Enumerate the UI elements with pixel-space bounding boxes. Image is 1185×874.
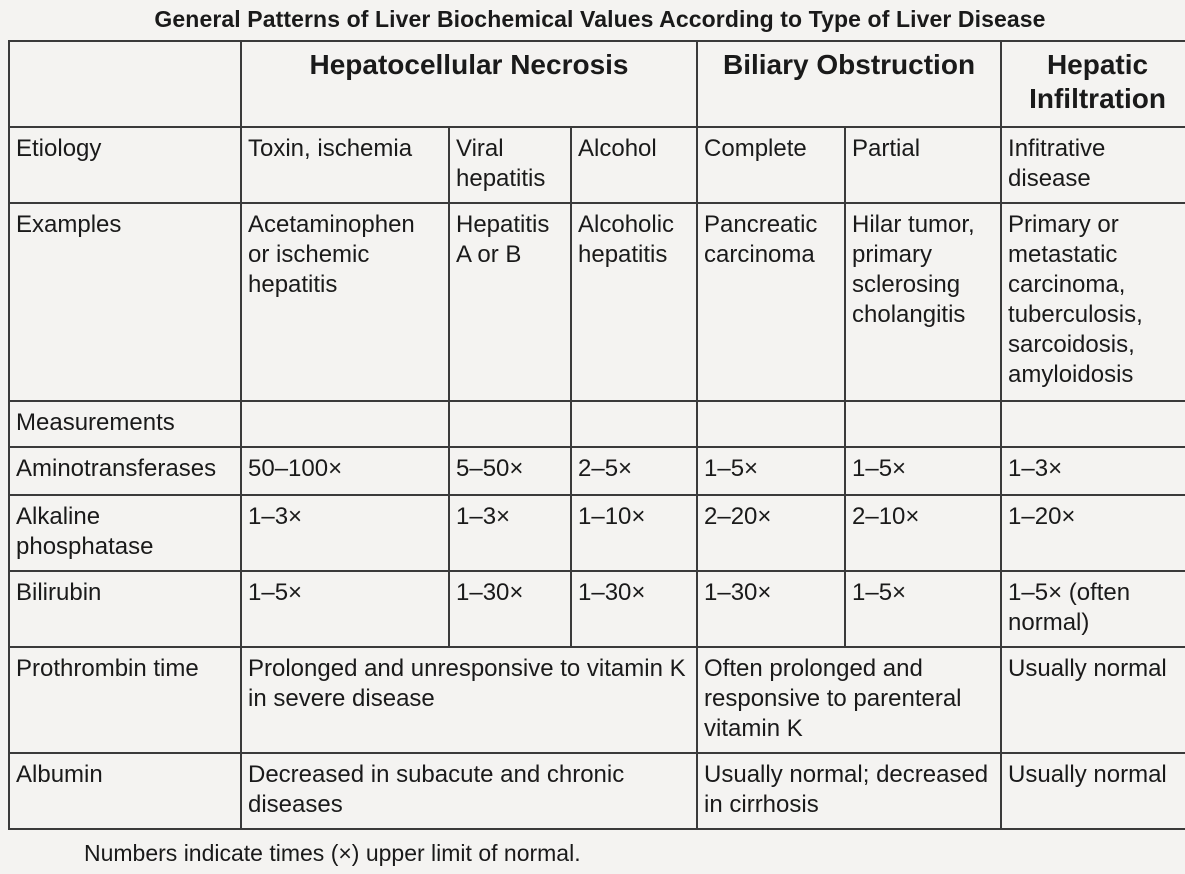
table-cell: Infitrative disease — [1000, 126, 1185, 204]
table-cell: Hilar tumor, primary sclerosing cholangi… — [844, 202, 1003, 402]
table-cell: Often prolonged and responsive to parent… — [696, 646, 1003, 754]
liver-biochemical-table: Hepatocellular Necrosis Biliary Obstruct… — [8, 40, 1185, 830]
table-cell: 1–10× — [569, 494, 699, 572]
table-cell — [1000, 400, 1185, 448]
table-cell: Partial — [844, 126, 1003, 204]
table-cell: 1–3× — [1000, 446, 1185, 496]
row-label-etiology: Etiology — [8, 126, 242, 204]
table-row-measurements: Measurements — [8, 400, 1185, 448]
table-cell: Viral hepatitis — [448, 126, 572, 204]
table-cell: Pancreatic carcinoma — [696, 202, 847, 402]
table-cell: 1–5× — [240, 570, 450, 648]
group-hepatic-infiltration: Hepatic Infiltration — [1000, 40, 1185, 128]
table-cell: Usually normal — [1000, 646, 1185, 754]
table-cell: 1–5× — [696, 446, 847, 496]
table-row-bilirubin: Bilirubin 1–5× 1–30× 1–30× 1–30× 1–5× 1–… — [8, 570, 1185, 648]
table-cell — [448, 400, 572, 448]
group-hepatocellular-necrosis: Hepatocellular Necrosis — [239, 40, 699, 128]
table-cell: 2–10× — [844, 494, 1003, 572]
table-cell: 1–30× — [696, 570, 847, 648]
table-cell: Acetaminophen or ischemic hepatitis — [240, 202, 450, 402]
table-cell: 1–5× — [844, 446, 1003, 496]
table-cell — [844, 400, 1003, 448]
table-cell: 1–5× (often normal) — [1000, 570, 1185, 648]
table-row-examples: Examples Acetaminophen or ischemic hepat… — [8, 202, 1185, 402]
footnote: Numbers indicate times (×) upper limit o… — [84, 840, 581, 866]
table-cell: Alcoholic hepatitis — [569, 202, 699, 402]
table-cell: Toxin, ischemia — [240, 126, 450, 204]
table-cell: 1–20× — [1000, 494, 1185, 572]
table-cell: Complete — [696, 126, 847, 204]
table-cell: 2–20× — [696, 494, 847, 572]
row-label-bilirubin: Bilirubin — [8, 570, 242, 648]
header-row: Hepatocellular Necrosis Biliary Obstruct… — [8, 40, 1185, 128]
table-cell — [569, 400, 699, 448]
table-cell: 1–5× — [844, 570, 1003, 648]
corner-cell — [8, 40, 242, 128]
table-cell: 1–3× — [240, 494, 450, 572]
table-cell: Alcohol — [569, 126, 699, 204]
table-row-alkaline-phosphatase: Alkaline phosphatase 1–3× 1–3× 1–10× 2–2… — [8, 494, 1185, 572]
table-cell: Usually normal — [1000, 752, 1185, 830]
table-cell: Hepatitis A or B — [448, 202, 572, 402]
table-cell: 2–5× — [569, 446, 699, 496]
table-cell — [696, 400, 847, 448]
table-row-prothrombin-time: Prothrombin time Prolonged and unrespons… — [8, 646, 1185, 754]
table-cell: 1–3× — [448, 494, 572, 572]
row-label-examples: Examples — [8, 202, 242, 402]
table-row-etiology: Etiology Toxin, ischemia Viral hepatitis… — [8, 126, 1185, 204]
row-label-alkaline-phosphatase: Alkaline phosphatase — [8, 494, 242, 572]
table-cell: 1–30× — [569, 570, 699, 648]
table-cell: Usually normal; decreased in cirrhosis — [696, 752, 1003, 830]
table-cell: Primary or metastatic carcinoma, tubercu… — [1000, 202, 1185, 402]
table-cell — [240, 400, 450, 448]
table-row-aminotransferases: Aminotransferases 50–100× 5–50× 2–5× 1–5… — [8, 446, 1185, 496]
table-cell: Decreased in subacute and chronic diseas… — [239, 752, 699, 830]
page-title: General Patterns of Liver Biochemical Va… — [154, 6, 1046, 32]
row-label-albumin: Albumin — [8, 752, 242, 830]
group-biliary-obstruction: Biliary Obstruction — [696, 40, 1003, 128]
table-row-albumin: Albumin Decreased in subacute and chroni… — [8, 752, 1185, 830]
row-label-measurements: Measurements — [8, 400, 242, 448]
row-label-prothrombin-time: Prothrombin time — [8, 646, 242, 754]
table-cell: 5–50× — [448, 446, 572, 496]
row-label-aminotransferases: Aminotransferases — [8, 446, 242, 496]
table-cell: 1–30× — [448, 570, 572, 648]
table-cell: Prolonged and unresponsive to vitamin K … — [239, 646, 699, 754]
table-cell: 50–100× — [240, 446, 450, 496]
